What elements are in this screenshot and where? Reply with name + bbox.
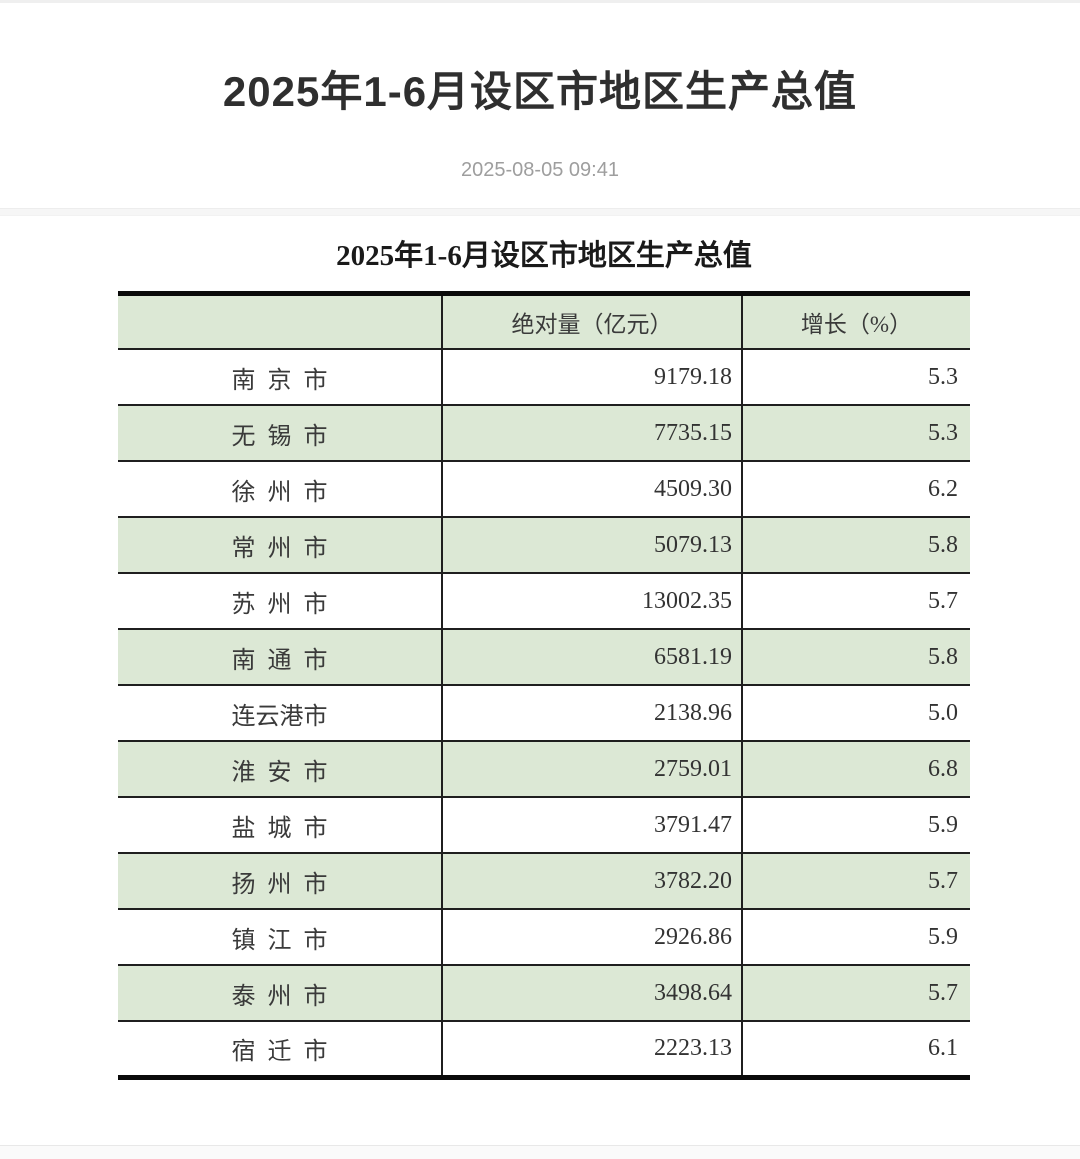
table-row: 无锡市 7735.15 5.3 bbox=[118, 405, 970, 463]
city-cell: 盐城市 bbox=[118, 797, 443, 855]
absolute-value-cell: 9179.18 bbox=[442, 349, 743, 407]
table-row: 南通市 6581.19 5.8 bbox=[118, 629, 970, 687]
city-cell: 泰州市 bbox=[118, 965, 443, 1023]
publish-date: 2025-08-05 09:41 bbox=[461, 159, 619, 182]
bottom-divider bbox=[0, 1145, 1080, 1146]
city-name: 南通市 bbox=[231, 647, 328, 674]
city-name: 连云港市 bbox=[231, 703, 328, 730]
growth-cell: 5.9 bbox=[742, 909, 970, 967]
growth-cell: 5.8 bbox=[742, 517, 970, 575]
growth-cell: 5.7 bbox=[742, 853, 970, 911]
city-cell: 宿迁市 bbox=[118, 1021, 443, 1079]
city-name: 南京市 bbox=[231, 367, 328, 394]
absolute-value-cell: 7735.15 bbox=[442, 405, 743, 463]
table-row: 连云港市 2138.96 5.0 bbox=[118, 685, 970, 743]
absolute-value-cell: 5079.13 bbox=[442, 517, 743, 575]
table-row: 宿迁市 2223.13 6.1 bbox=[118, 1021, 970, 1079]
city-cell: 常州市 bbox=[118, 517, 443, 575]
growth-cell: 6.2 bbox=[742, 461, 970, 519]
city-cell: 扬州市 bbox=[118, 853, 443, 911]
table-row: 苏州市 13002.35 5.7 bbox=[118, 573, 970, 631]
table-row: 镇江市 2926.86 5.9 bbox=[118, 909, 970, 967]
growth-cell: 5.3 bbox=[742, 349, 970, 407]
absolute-value-cell: 2759.01 bbox=[442, 741, 743, 799]
column-header-absolute: 绝对量（亿元） bbox=[442, 293, 743, 351]
city-cell: 镇江市 bbox=[118, 909, 443, 967]
growth-cell: 5.7 bbox=[742, 573, 970, 631]
city-name: 镇江市 bbox=[231, 927, 328, 954]
article-header: 2025年1-6月设区市地区生产总值 2025-08-05 09:41 bbox=[0, 67, 1080, 183]
table-row: 常州市 5079.13 5.8 bbox=[118, 517, 970, 575]
city-cell: 南通市 bbox=[118, 629, 443, 687]
city-cell: 南京市 bbox=[118, 349, 443, 407]
city-cell: 无锡市 bbox=[118, 405, 443, 463]
city-name: 无锡市 bbox=[231, 423, 328, 450]
growth-cell: 5.3 bbox=[742, 405, 970, 463]
table-row: 南京市 9179.18 5.3 bbox=[118, 349, 970, 407]
city-name: 苏州市 bbox=[231, 591, 328, 618]
section-divider bbox=[0, 208, 1080, 217]
city-cell: 连云港市 bbox=[118, 685, 443, 743]
column-header-growth: 增长（%） bbox=[742, 293, 970, 351]
absolute-value-cell: 3498.64 bbox=[442, 965, 743, 1023]
table-row: 徐州市 4509.30 6.2 bbox=[118, 461, 970, 519]
absolute-value-cell: 2223.13 bbox=[442, 1021, 743, 1079]
city-name: 徐州市 bbox=[231, 479, 328, 506]
table-row: 盐城市 3791.47 5.9 bbox=[118, 797, 970, 855]
table-caption: 2025年1-6月设区市地区生产总值 bbox=[336, 240, 752, 273]
city-cell: 徐州市 bbox=[118, 461, 443, 519]
growth-cell: 6.8 bbox=[742, 741, 970, 799]
table-row: 泰州市 3498.64 5.7 bbox=[118, 965, 970, 1023]
growth-cell: 6.1 bbox=[742, 1021, 970, 1079]
absolute-value-cell: 2926.86 bbox=[442, 909, 743, 967]
growth-cell: 5.0 bbox=[742, 685, 970, 743]
growth-cell: 5.8 bbox=[742, 629, 970, 687]
absolute-value-cell: 2138.96 bbox=[442, 685, 743, 743]
page-title: 2025年1-6月设区市地区生产总值 bbox=[222, 68, 858, 115]
absolute-value-cell: 13002.35 bbox=[442, 573, 743, 631]
table-row: 淮安市 2759.01 6.8 bbox=[118, 741, 970, 799]
table-row: 扬州市 3782.20 5.7 bbox=[118, 853, 970, 911]
bottom-strip bbox=[0, 1146, 1080, 1159]
absolute-value-cell: 3782.20 bbox=[442, 853, 743, 911]
city-name: 淮安市 bbox=[231, 759, 328, 786]
city-name: 扬州市 bbox=[231, 871, 328, 898]
absolute-value-cell: 4509.30 bbox=[442, 461, 743, 519]
absolute-value-cell: 3791.47 bbox=[442, 797, 743, 855]
city-cell: 苏州市 bbox=[118, 573, 443, 631]
absolute-value-cell: 6581.19 bbox=[442, 629, 743, 687]
city-name: 常州市 bbox=[231, 535, 328, 562]
growth-cell: 5.9 bbox=[742, 797, 970, 855]
gdp-table: 绝对量（亿元） 增长（%） 南京市 9179.18 5.3 无锡市 7735.1… bbox=[118, 290, 970, 1080]
city-name: 泰州市 bbox=[231, 983, 328, 1010]
article-content: 2025年1-6月设区市地区生产总值 绝对量（亿元） 增长（%） 南京市 917… bbox=[118, 238, 970, 1080]
header-row: 绝对量（亿元） 增长（%） bbox=[118, 293, 970, 351]
growth-cell: 5.7 bbox=[742, 965, 970, 1023]
city-cell: 淮安市 bbox=[118, 741, 443, 799]
city-name: 宿迁市 bbox=[231, 1038, 328, 1065]
city-name: 盐城市 bbox=[231, 815, 328, 842]
gdp-table-head: 绝对量（亿元） 增长（%） bbox=[118, 293, 970, 351]
top-border-strip bbox=[0, 0, 1080, 3]
gdp-table-body: 南京市 9179.18 5.3 无锡市 7735.15 5.3 徐州市 4509… bbox=[118, 349, 970, 1079]
column-header-city bbox=[118, 293, 443, 351]
